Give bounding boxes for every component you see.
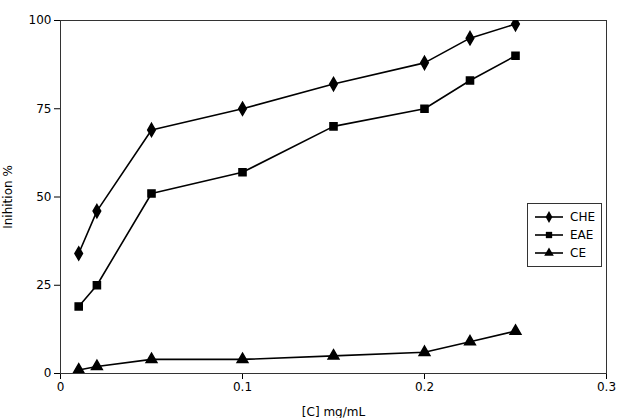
svg-text:25: 25 <box>36 278 51 292</box>
svg-text:0: 0 <box>57 380 65 394</box>
svg-text:0: 0 <box>44 366 52 380</box>
svg-text:Inihition %: Inihition % <box>1 165 15 229</box>
svg-text:50: 50 <box>36 190 51 204</box>
svg-text:0.1: 0.1 <box>233 380 252 394</box>
svg-text:0.3: 0.3 <box>597 380 616 394</box>
svg-text:75: 75 <box>36 102 51 116</box>
html-text:CE: CE <box>570 246 586 260</box>
svg-text:[C] mg/mL: [C] mg/mL <box>302 405 366 418</box>
svg-text:100: 100 <box>29 13 52 27</box>
svg-text:0.2: 0.2 <box>415 380 434 394</box>
html-text:CHE: CHE <box>570 210 595 224</box>
html-text:EAE: EAE <box>570 228 594 242</box>
